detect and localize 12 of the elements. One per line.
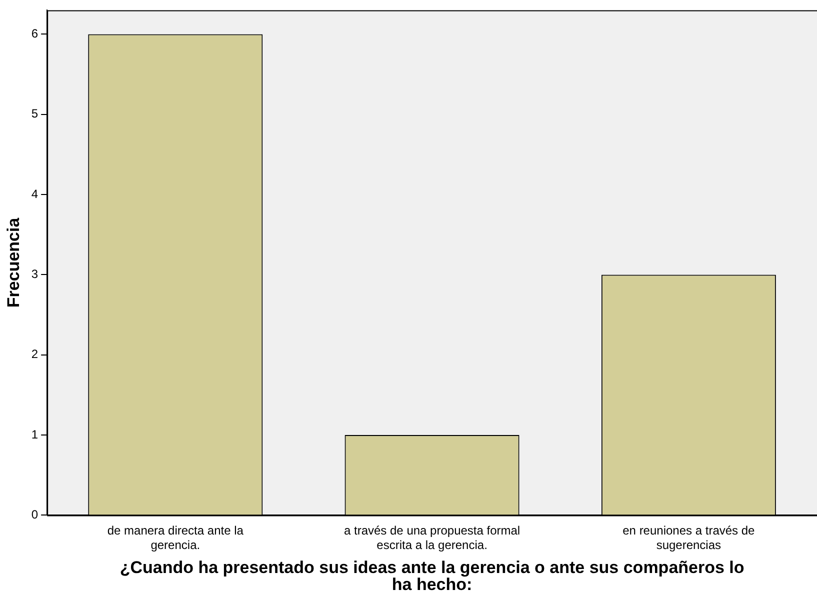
x-axis-title: ¿Cuando ha presentado sus ideas ante la gerencia o ante sus compañeros lo ha hecho:	[120, 558, 744, 594]
x-tick-label: a través de una propuesta formal escrita a la gerencia.	[344, 524, 520, 552]
y-tick-label: 0	[31, 508, 38, 522]
x-tick-label: de manera directa ante la gerencia.	[107, 524, 244, 552]
y-axis-title: Frecuencia	[4, 217, 23, 308]
y-tick-label: 5	[31, 106, 38, 121]
x-tick-label: en reuniones a través de sugerencias	[622, 524, 756, 552]
y-tick-label: 6	[31, 26, 38, 41]
y-tick-label: 1	[31, 427, 38, 442]
y-tick-label: 4	[31, 186, 38, 201]
y-tick-label: 3	[31, 267, 38, 282]
y-tick-label: 2	[31, 347, 38, 362]
